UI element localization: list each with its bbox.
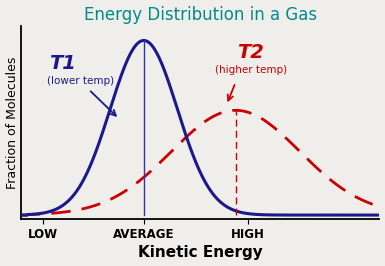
Title: Energy Distribution in a Gas: Energy Distribution in a Gas [84,6,317,24]
Text: (lower temp): (lower temp) [47,76,114,86]
Y-axis label: Fraction of Molecules: Fraction of Molecules [5,56,18,189]
Text: T2: T2 [238,43,264,62]
Text: (higher temp): (higher temp) [215,65,287,75]
Text: T1: T1 [49,54,76,73]
X-axis label: Kinetic Energy: Kinetic Energy [138,246,263,260]
